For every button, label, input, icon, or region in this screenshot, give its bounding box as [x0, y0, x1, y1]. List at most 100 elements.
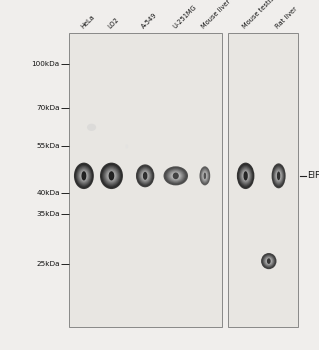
- Ellipse shape: [265, 257, 273, 265]
- Ellipse shape: [272, 164, 285, 187]
- Ellipse shape: [201, 169, 208, 182]
- Ellipse shape: [264, 257, 273, 266]
- Ellipse shape: [268, 260, 270, 262]
- Ellipse shape: [262, 254, 276, 268]
- Ellipse shape: [137, 166, 153, 186]
- Ellipse shape: [108, 172, 115, 180]
- Ellipse shape: [174, 174, 178, 177]
- Ellipse shape: [139, 168, 151, 183]
- Ellipse shape: [166, 168, 186, 184]
- Ellipse shape: [79, 169, 89, 182]
- Ellipse shape: [75, 164, 93, 188]
- Ellipse shape: [238, 164, 254, 188]
- Ellipse shape: [109, 174, 113, 178]
- Text: HeLa: HeLa: [80, 14, 96, 30]
- Ellipse shape: [171, 172, 181, 180]
- Ellipse shape: [74, 163, 94, 189]
- Ellipse shape: [267, 258, 271, 264]
- Ellipse shape: [204, 174, 206, 178]
- Ellipse shape: [243, 172, 249, 180]
- Ellipse shape: [273, 166, 285, 186]
- Ellipse shape: [266, 258, 272, 265]
- Ellipse shape: [263, 255, 275, 267]
- Ellipse shape: [266, 258, 271, 264]
- Text: EIF2S2: EIF2S2: [307, 172, 319, 180]
- Ellipse shape: [201, 169, 209, 183]
- Ellipse shape: [81, 173, 86, 179]
- Ellipse shape: [202, 171, 208, 181]
- Ellipse shape: [138, 167, 152, 184]
- Text: 100kDa: 100kDa: [32, 61, 60, 67]
- Ellipse shape: [140, 169, 151, 183]
- Ellipse shape: [277, 172, 280, 180]
- Ellipse shape: [81, 172, 87, 180]
- Ellipse shape: [169, 170, 183, 181]
- Ellipse shape: [167, 169, 185, 183]
- Ellipse shape: [244, 174, 247, 178]
- Ellipse shape: [275, 170, 282, 182]
- Text: 70kDa: 70kDa: [36, 105, 60, 111]
- Ellipse shape: [263, 256, 274, 266]
- Ellipse shape: [125, 144, 128, 149]
- Ellipse shape: [145, 175, 146, 177]
- Ellipse shape: [141, 170, 150, 182]
- Ellipse shape: [278, 175, 279, 177]
- Ellipse shape: [172, 173, 180, 179]
- Ellipse shape: [203, 172, 207, 180]
- Ellipse shape: [101, 164, 122, 188]
- Ellipse shape: [267, 259, 271, 263]
- Ellipse shape: [278, 174, 280, 178]
- Ellipse shape: [199, 166, 210, 186]
- Ellipse shape: [175, 175, 177, 177]
- Ellipse shape: [200, 168, 209, 184]
- Ellipse shape: [241, 169, 250, 182]
- Ellipse shape: [277, 173, 280, 179]
- Ellipse shape: [106, 169, 117, 182]
- Ellipse shape: [143, 172, 147, 180]
- Ellipse shape: [237, 163, 255, 189]
- Ellipse shape: [204, 174, 206, 177]
- Ellipse shape: [241, 168, 251, 183]
- Ellipse shape: [173, 174, 179, 178]
- Ellipse shape: [102, 165, 121, 187]
- Ellipse shape: [83, 175, 85, 177]
- Ellipse shape: [77, 167, 91, 185]
- Ellipse shape: [239, 166, 252, 186]
- Ellipse shape: [242, 170, 249, 181]
- Ellipse shape: [141, 171, 149, 181]
- Ellipse shape: [262, 254, 275, 268]
- Text: A-549: A-549: [141, 12, 159, 30]
- Ellipse shape: [243, 173, 248, 179]
- Ellipse shape: [200, 167, 210, 184]
- Ellipse shape: [268, 260, 270, 262]
- Ellipse shape: [164, 166, 188, 186]
- Ellipse shape: [80, 170, 88, 181]
- Ellipse shape: [276, 172, 281, 180]
- Text: 55kDa: 55kDa: [36, 144, 60, 149]
- Ellipse shape: [273, 167, 284, 185]
- Ellipse shape: [103, 166, 120, 186]
- Ellipse shape: [274, 168, 283, 184]
- Ellipse shape: [275, 169, 283, 183]
- Ellipse shape: [82, 174, 85, 178]
- Ellipse shape: [77, 166, 91, 186]
- Ellipse shape: [238, 165, 253, 187]
- Ellipse shape: [108, 173, 114, 179]
- Ellipse shape: [105, 168, 118, 183]
- Ellipse shape: [165, 167, 187, 184]
- Ellipse shape: [143, 173, 147, 179]
- Ellipse shape: [81, 171, 86, 181]
- Ellipse shape: [76, 165, 92, 187]
- Ellipse shape: [144, 174, 147, 178]
- Ellipse shape: [240, 167, 251, 185]
- Ellipse shape: [203, 173, 207, 179]
- Ellipse shape: [202, 170, 208, 181]
- Ellipse shape: [204, 175, 205, 177]
- Text: Rat liver: Rat liver: [274, 6, 298, 30]
- Text: LO2: LO2: [107, 16, 121, 30]
- Text: 40kDa: 40kDa: [36, 190, 60, 196]
- Ellipse shape: [276, 171, 282, 181]
- Ellipse shape: [87, 124, 96, 131]
- Text: Mouse liver: Mouse liver: [201, 0, 232, 30]
- Ellipse shape: [271, 163, 286, 188]
